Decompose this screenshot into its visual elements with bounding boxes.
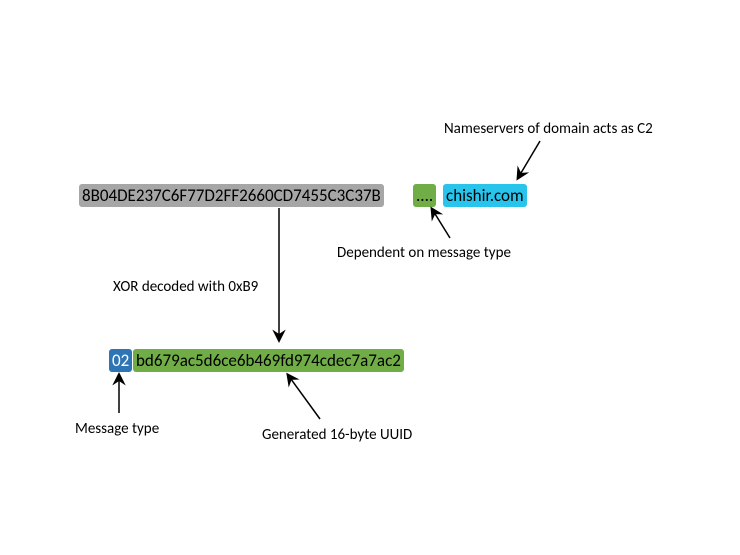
arrow-uuid	[288, 375, 320, 419]
dependent-label: Dependent on message type	[337, 244, 511, 262]
arrows-layer	[0, 0, 740, 555]
ellipsis-segment: ....	[413, 184, 436, 207]
arrow-nameservers	[518, 141, 540, 178]
xor-label: XOR decoded with 0xB9	[113, 278, 258, 296]
message-type-segment: 02	[109, 349, 132, 372]
arrow-dependent	[432, 209, 450, 238]
diagram-root: 8B04DE237C6F77D2FF2660CD7455C3C37B .... …	[0, 0, 740, 555]
domain-segment: chishir.com	[443, 184, 527, 207]
message-type-label: Message type	[75, 420, 159, 438]
uuid-label: Generated 16-byte UUID	[262, 426, 412, 444]
encoded-hex-segment: 8B04DE237C6F77D2FF2660CD7455C3C37B	[79, 184, 384, 207]
uuid-segment: bd679ac5d6ce6b469fd974cdec7a7ac2	[133, 349, 404, 372]
nameservers-label: Nameservers of domain acts as C2	[444, 120, 653, 138]
